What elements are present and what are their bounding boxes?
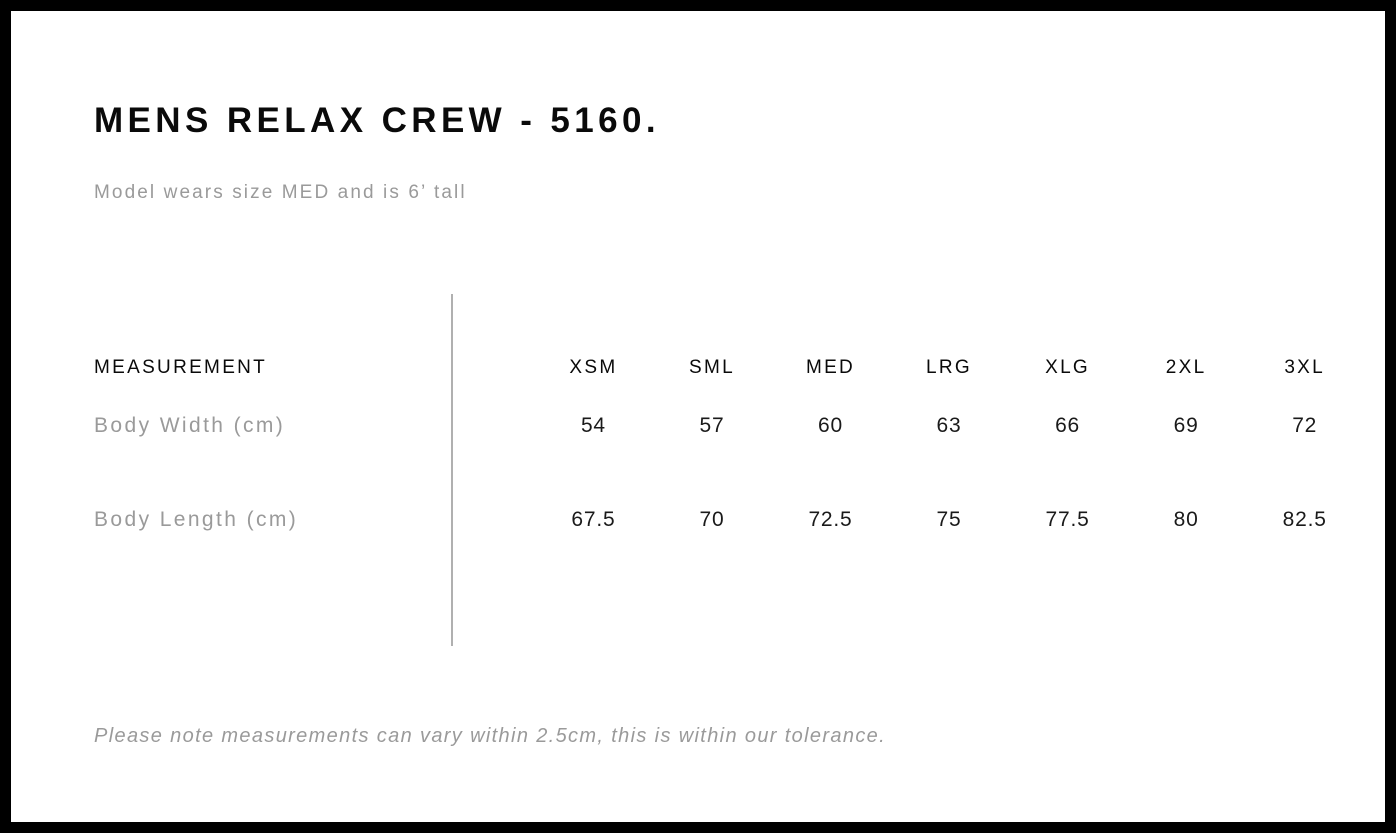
cell-body-length-sml: 70 (699, 508, 725, 531)
table-spacer-cell (94, 567, 1364, 639)
card-inner: MENS RELAX CREW - 5160. Model wears size… (11, 11, 1385, 822)
column-header-size-xlg: XLG (1045, 357, 1091, 378)
heading-block: MENS RELAX CREW - 5160. Model wears size… (94, 101, 660, 204)
cell-body-width-2xl: 69 (1173, 414, 1199, 437)
cell-body-width-sml: 57 (699, 414, 725, 437)
cell-body-length-3xl: 82.5 (1282, 508, 1327, 531)
table-row: Body Width (cm) 54 57 60 63 66 69 72 (94, 379, 1364, 473)
page-subtitle: Model wears size MED and is 6’ tall (94, 182, 467, 204)
cell-body-width-lrg: 63 (936, 414, 962, 437)
cell-body-width-3xl: 72 (1292, 414, 1318, 437)
column-header-size-lrg: LRG (926, 357, 973, 378)
column-header-size-xsm: XSM (569, 357, 618, 378)
column-header-measurement: MEASUREMENT (94, 357, 268, 378)
row-label-body-width: Body Width (cm) (94, 414, 286, 437)
tolerance-footnote: Please note measurements can vary within… (94, 725, 887, 747)
row-label-body-length: Body Length (cm) (94, 508, 299, 531)
cell-body-width-xsm: 54 (580, 414, 606, 437)
cell-body-width-xlg: 66 (1055, 414, 1081, 437)
size-chart-table: MEASUREMENT XSM SML MED LRG XLG 2XL 3XL … (94, 283, 1364, 639)
page-title: MENS RELAX CREW - 5160. (94, 101, 661, 140)
cell-body-length-xlg: 77.5 (1045, 508, 1090, 531)
table-vertical-divider (451, 294, 453, 646)
column-header-size-sml: SML (688, 357, 735, 378)
cell-body-length-lrg: 75 (936, 508, 962, 531)
column-header-size-2xl: 2XL (1165, 357, 1207, 378)
cell-body-length-2xl: 80 (1173, 508, 1199, 531)
column-header-size-med: MED (805, 357, 856, 378)
cell-body-width-med: 60 (818, 414, 843, 437)
column-header-size-3xl: 3XL (1284, 357, 1326, 378)
cell-body-length-med: 72.5 (808, 508, 853, 531)
table-header-row: MEASUREMENT XSM SML MED LRG XLG 2XL 3XL (94, 283, 1364, 379)
cell-body-length-xsm: 67.5 (571, 508, 616, 531)
table-bottom-spacer (94, 567, 1364, 639)
table-row: Body Length (cm) 67.5 70 72.5 75 77.5 80… (94, 473, 1364, 567)
